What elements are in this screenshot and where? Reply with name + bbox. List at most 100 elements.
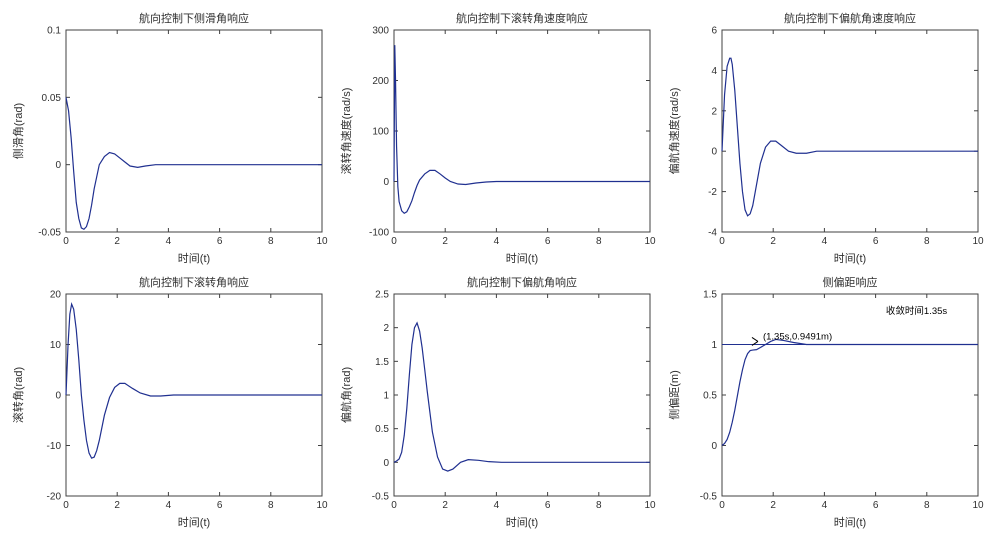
xtick-label: 10 (644, 500, 656, 511)
series-line (722, 58, 978, 216)
ytick-label: 2 (711, 106, 717, 117)
xtick-label: 2 (770, 500, 776, 511)
series-line (722, 339, 978, 445)
ytick-label: 0 (383, 458, 389, 469)
xtick-label: 0 (719, 236, 725, 247)
ytick-label: -0.05 (38, 228, 61, 239)
x-axis-label: 时间(t) (506, 516, 538, 529)
xtick-label: 2 (442, 500, 448, 511)
xtick-label: 8 (268, 500, 274, 511)
y-axis-label: 侧偏距(m) (667, 370, 681, 420)
panel-1: 0246810-1000100200300航向控制下滚转角速度响应时间(t)滚转… (334, 8, 662, 268)
xtick-label: 10 (316, 236, 328, 247)
ytick-label: 1.5 (703, 290, 717, 301)
xtick-label: 0 (391, 236, 397, 247)
chart-title: 侧偏距响应 (823, 275, 878, 289)
ytick-label: 1.5 (375, 357, 389, 368)
series-line (394, 323, 650, 471)
series-line (66, 304, 322, 458)
xtick-label: 10 (972, 236, 984, 247)
xtick-label: 2 (114, 500, 120, 511)
ytick-label: 0.1 (47, 26, 61, 37)
xtick-label: 4 (494, 236, 500, 247)
x-axis-label: 时间(t) (506, 252, 538, 265)
panel-3: 0 2 4 6 8 10 -20 -10 0 10 20 航向控制下滚转角响应时间(t) 滚转角(rad… (6, 272, 334, 532)
chart-title: 航向控制下滚转角速度响应 (456, 11, 588, 25)
ytick-label: 0.5 (703, 391, 717, 402)
xtick-label: 8 (924, 236, 930, 247)
ytick-label: 0 (711, 147, 717, 158)
chart-annotation: 收敛时间1.35s (886, 305, 947, 317)
chart-title: 航向控制下侧滑角响应 (139, 11, 249, 25)
xtick-label: 2 (770, 236, 776, 247)
xtick-label: 6 (217, 500, 223, 511)
ytick-label: -2 (708, 187, 717, 198)
ytick-label: 4 (711, 66, 717, 77)
ytick-label: 100 (372, 127, 389, 138)
panel-5: 0246810-0.500.511.5侧偏距响应时间(t)侧偏距(m)收敛时间1… (662, 272, 990, 532)
y-axis-label: 偏航角(rad) (339, 367, 353, 423)
y-axis-label: 滚转角速度(rad/s) (339, 88, 353, 175)
panel-4: 0246810-0.500.511.522.5航向控制下偏航角响应时间(t)偏航… (334, 272, 662, 532)
xtick-label: 0 (63, 236, 69, 247)
x-axis-label: 时间(t) (178, 516, 210, 529)
xtick-label: 6 (873, 236, 879, 247)
ytick-label: 0.05 (42, 93, 62, 104)
ytick-label: 0 (55, 160, 61, 171)
series-line (394, 45, 650, 213)
xtick-label: 6 (217, 236, 223, 247)
xtick-label: 4 (494, 500, 500, 511)
xtick-label: 10 (316, 500, 328, 511)
ytick-label: -4 (708, 228, 717, 239)
xtick-label: 4 (166, 236, 172, 247)
xtick-label: 2 (114, 236, 120, 247)
ytick-label: -0.5 (372, 492, 390, 503)
ytick-label: 0.5 (375, 424, 389, 435)
ytick-label: 0 (55, 391, 61, 402)
chart-title: 航向控制下滚转角响应 (139, 275, 249, 289)
panel-0: 0246810-0.0500.050.1航向控制下侧滑角响应时间(t)侧滑角(r… (6, 8, 334, 268)
xtick-label: 8 (596, 236, 602, 247)
ytick-label: 0 (711, 441, 717, 452)
ytick-label: 10 (50, 340, 62, 351)
ytick-label: 2 (383, 323, 389, 334)
xtick-label: 10 (972, 500, 984, 511)
ytick-label: 6 (711, 26, 717, 37)
ytick-label: 2.5 (375, 290, 389, 301)
xtick-label: 0 (719, 500, 725, 511)
xtick-label: 4 (166, 500, 172, 511)
xtick-label: 4 (822, 236, 828, 247)
xtick-label: 6 (545, 236, 551, 247)
ytick-label: -0.5 (700, 492, 718, 503)
xtick-label: 0 (391, 500, 397, 511)
y-axis-label: 偏航角速度(rad/s) (667, 88, 681, 175)
x-axis-label: 时间(t) (834, 516, 866, 529)
series-line (66, 97, 322, 229)
y-axis-label: 滚转角(rad) (11, 367, 25, 423)
xtick-label: 6 (873, 500, 879, 511)
chart-title: 航向控制下偏航角响应 (467, 275, 577, 289)
chart-annotation: (1.35s,0.9491m) (763, 331, 832, 342)
xtick-label: 10 (644, 236, 656, 247)
y-axis-label: 侧滑角(rad) (12, 103, 25, 159)
xtick-label: 8 (268, 236, 274, 247)
ytick-label: -10 (47, 441, 62, 452)
ytick-label: 200 (372, 76, 389, 87)
xtick-label: 0 (63, 500, 69, 511)
xtick-label: 8 (596, 500, 602, 511)
ytick-label: 1 (383, 391, 389, 402)
ytick-label: 0 (383, 177, 389, 188)
xtick-label: 4 (822, 500, 828, 511)
ytick-label: 20 (50, 290, 62, 301)
x-axis-label: 时间(t) (178, 252, 210, 265)
ytick-label: 300 (372, 26, 389, 37)
ytick-label: -100 (369, 228, 389, 239)
ytick-label: -20 (47, 492, 62, 503)
x-axis-label: 时间(t) (834, 252, 866, 265)
xtick-label: 8 (924, 500, 930, 511)
xtick-label: 2 (442, 236, 448, 247)
chart-title: 航向控制下偏航角速度响应 (784, 11, 916, 25)
panel-2: 0 2 4 6 8 10 -4 -2 0 2 4 6 航向控制下偏航角速度响应时间(t) 偏航角速度(ra… (662, 8, 990, 268)
xtick-label: 6 (545, 500, 551, 511)
plot-grid: 0246810-0.0500.050.1航向控制下侧滑角响应时间(t)侧滑角(r… (0, 0, 1000, 540)
